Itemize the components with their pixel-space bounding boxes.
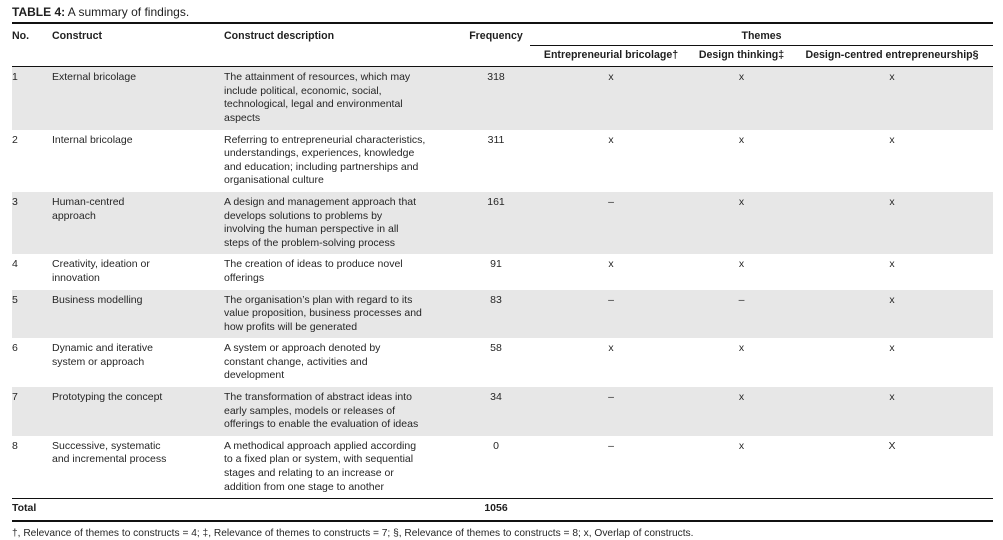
row-no: 8 <box>12 439 18 452</box>
row-no: 5 <box>12 289 52 339</box>
row-construct: Human-centred approach <box>52 191 224 255</box>
row-theme-mark: x <box>791 387 994 436</box>
row-frequency: 0 <box>493 439 499 452</box>
row-no: 3 <box>12 191 52 255</box>
row-theme-mark: x <box>738 342 745 355</box>
col-header-theme-design-centred-entrepreneurship: Design-centred entrepreneurship§ <box>791 45 994 68</box>
row-frequency: 311 <box>487 133 505 146</box>
row-frequency: 58 <box>490 342 502 355</box>
row-description: The attainment of resources, which may i… <box>224 66 462 130</box>
row-theme-mark: x <box>791 66 994 130</box>
row-construct: Dynamic and iterative system or approach <box>52 342 153 368</box>
row-theme-mark: x <box>738 439 745 452</box>
row-description: A design and management approach that de… <box>224 191 462 255</box>
table-header: No. Construct Construct description Freq… <box>12 24 994 68</box>
row-description: The organisation’s plan with regard to i… <box>224 289 462 339</box>
findings-table: No. Construct Construct description Freq… <box>12 24 994 522</box>
row-theme-mark: x <box>608 342 614 355</box>
row-description: The creation of ideas to produce novel o… <box>224 258 403 284</box>
table-row: 3 Human-centred approach A design and ma… <box>12 191 994 255</box>
row-theme-mark: x <box>692 387 791 436</box>
row-theme-mark: x <box>889 258 895 271</box>
col-header-frequency: Frequency <box>462 24 530 68</box>
row-theme-mark: x <box>608 258 614 271</box>
table-row: 4 Creativity, ideation or innovation The… <box>12 254 993 289</box>
table-row: 5 Business modelling The organisation’s … <box>12 289 994 339</box>
table-title: TABLE 4: A summary of findings. <box>12 5 993 24</box>
table-row: 8 Successive, systematic and incremental… <box>12 436 993 499</box>
col-header-theme-design-thinking: Design thinking‡ <box>692 45 791 68</box>
table-footnote: †, Relevance of themes to constructs = 4… <box>12 527 694 539</box>
table-row: 7 Prototyping the concept The transforma… <box>12 387 994 436</box>
row-theme-mark: x <box>692 191 791 255</box>
row-theme-mark: – <box>608 439 614 452</box>
row-frequency: 91 <box>490 258 502 271</box>
row-description: A methodical approach applied according … <box>224 439 417 493</box>
row-frequency: 83 <box>462 289 530 339</box>
row-theme-mark: x <box>738 133 745 146</box>
table-title-text: A summary of findings. <box>67 5 190 19</box>
row-no: 7 <box>12 387 52 436</box>
total-frequency: 1056 <box>462 498 530 522</box>
row-description: The transformation of abstract ideas int… <box>224 387 462 436</box>
row-construct: External bricolage <box>52 66 224 130</box>
row-theme-mark: x <box>791 289 994 339</box>
table-row: 2 Internal bricolage Referring to entrep… <box>12 130 993 192</box>
row-no: 2 <box>12 133 18 146</box>
row-construct: Prototyping the concept <box>52 387 224 436</box>
row-description: Referring to entrepreneurial characteris… <box>224 133 426 187</box>
total-row: Total 1056 <box>12 498 994 522</box>
row-no: 1 <box>12 66 52 130</box>
row-theme-mark: x <box>692 66 791 130</box>
table-body: 1 External bricolage The attainment of r… <box>12 66 994 522</box>
row-no: 6 <box>12 342 18 355</box>
row-no: 4 <box>12 258 18 271</box>
row-frequency: 161 <box>462 191 530 255</box>
row-theme-mark: x <box>530 66 692 130</box>
row-theme-mark: x <box>889 133 895 146</box>
row-theme-mark: – <box>692 289 791 339</box>
row-description: A system or approach denoted by constant… <box>224 342 381 382</box>
row-theme-mark: x <box>738 258 745 271</box>
table-row: 1 External bricolage The attainment of r… <box>12 66 994 130</box>
table-number-label: TABLE 4: <box>12 5 66 19</box>
row-frequency: 318 <box>462 66 530 130</box>
row-theme-mark: x <box>791 191 994 255</box>
row-construct: Successive, systematic and incremental p… <box>52 439 167 466</box>
row-theme-mark: – <box>530 387 692 436</box>
table-row: 6 Dynamic and iterative system or approa… <box>12 338 993 387</box>
total-label: Total <box>12 498 462 522</box>
row-construct: Business modelling <box>52 289 224 339</box>
row-theme-mark: X <box>888 439 896 452</box>
col-header-themes: Themes <box>530 24 994 46</box>
row-theme-mark: x <box>608 133 614 146</box>
row-theme-mark: – <box>530 289 692 339</box>
col-header-no: No. <box>12 24 52 68</box>
col-header-theme-entrepreneurial-bricolage: Entrepreneurial bricolage† <box>530 45 692 68</box>
row-frequency: 34 <box>462 387 530 436</box>
col-header-description: Construct description <box>224 24 462 68</box>
row-construct: Internal bricolage <box>52 133 133 146</box>
row-theme-mark: x <box>889 342 895 355</box>
row-theme-mark: – <box>530 191 692 255</box>
col-header-construct: Construct <box>52 24 224 68</box>
row-construct: Creativity, ideation or innovation <box>52 258 150 284</box>
